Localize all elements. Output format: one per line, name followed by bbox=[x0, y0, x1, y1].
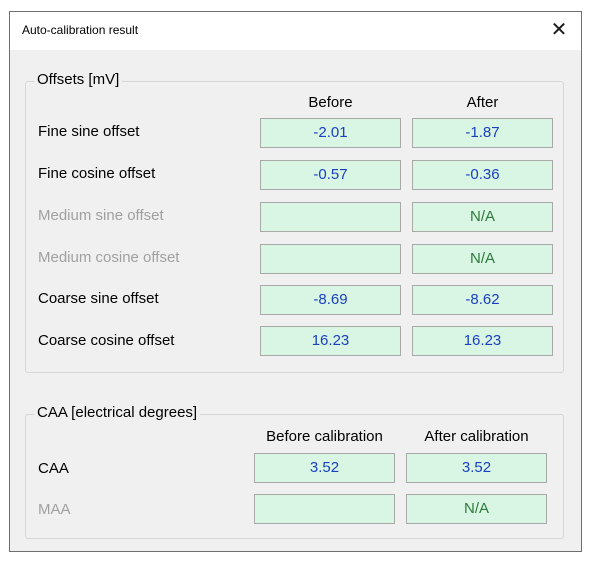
fine-cosine-before-field: -0.57 bbox=[260, 160, 401, 190]
caa-after-field: 3.52 bbox=[406, 453, 547, 483]
offsets-before-header: Before bbox=[308, 94, 353, 111]
medium-sine-before-field bbox=[260, 202, 401, 232]
caa-before-header: Before calibration bbox=[266, 428, 383, 445]
fine-sine-before-field: -2.01 bbox=[260, 118, 401, 148]
caa-group: CAA [electrical degrees] Before calibrat… bbox=[25, 404, 564, 539]
row-label-medium-sine: Medium sine offset bbox=[38, 207, 164, 224]
row-label-fine-cosine: Fine cosine offset bbox=[38, 165, 156, 182]
medium-cosine-after-field: N/A bbox=[412, 244, 553, 274]
caa-group-title: CAA [electrical degrees] bbox=[34, 404, 201, 421]
title-bar: Auto-calibration result ✕ bbox=[10, 12, 581, 50]
fine-sine-after-field: -1.87 bbox=[412, 118, 553, 148]
row-label-maa: MAA bbox=[38, 501, 71, 518]
row-label-medium-cosine: Medium cosine offset bbox=[38, 249, 180, 266]
maa-after-field: N/A bbox=[406, 494, 547, 524]
maa-before-field bbox=[254, 494, 395, 524]
coarse-cosine-after-field: 16.23 bbox=[412, 326, 553, 356]
row-label-fine-sine: Fine sine offset bbox=[38, 123, 140, 140]
offsets-group: Offsets [mV] Before After Fine sine offs… bbox=[25, 71, 564, 373]
row-label-caa: CAA bbox=[38, 460, 69, 477]
row-label-coarse-cosine: Coarse cosine offset bbox=[38, 332, 175, 349]
caa-after-header: After calibration bbox=[424, 428, 529, 445]
coarse-cosine-before-field: 16.23 bbox=[260, 326, 401, 356]
medium-sine-after-field: N/A bbox=[412, 202, 553, 232]
coarse-sine-before-field: -8.69 bbox=[260, 285, 401, 315]
row-label-coarse-sine: Coarse sine offset bbox=[38, 290, 159, 307]
auto-calibration-dialog: Auto-calibration result ✕ Offsets [mV] B… bbox=[9, 11, 582, 552]
coarse-sine-after-field: -8.62 bbox=[412, 285, 553, 315]
offsets-group-title: Offsets [mV] bbox=[34, 71, 123, 88]
close-icon[interactable]: ✕ bbox=[550, 19, 568, 41]
fine-cosine-after-field: -0.36 bbox=[412, 160, 553, 190]
offsets-after-header: After bbox=[466, 94, 499, 111]
window-title: Auto-calibration result bbox=[22, 23, 139, 37]
caa-before-field: 3.52 bbox=[254, 453, 395, 483]
medium-cosine-before-field bbox=[260, 244, 401, 274]
